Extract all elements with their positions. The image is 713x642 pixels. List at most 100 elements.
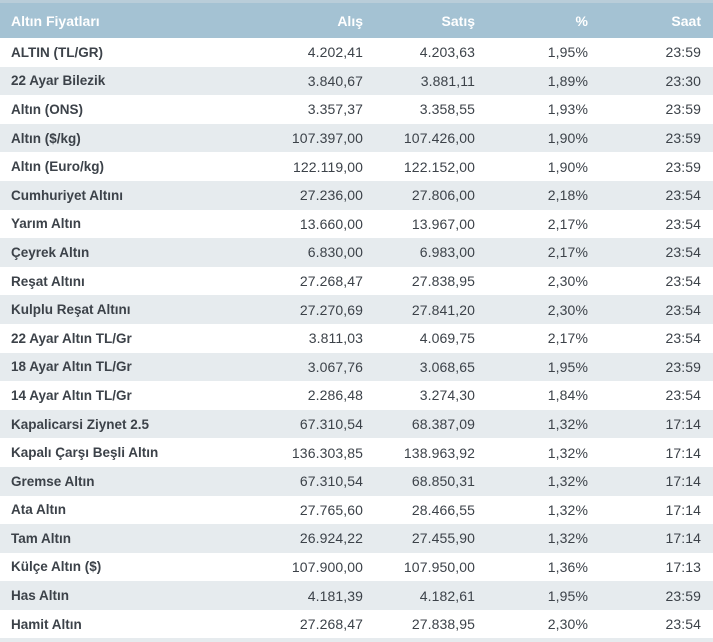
cell-sell-price: 122.152,00 [403, 158, 475, 175]
cell-update-time: 23:59 [665, 44, 701, 61]
table-row: Hamit Altın 27.268,47 27.838,95 2,30% 23… [0, 609, 713, 639]
cell-update-time: 23:59 [665, 587, 701, 604]
cell-percent-change: 1,95% [547, 358, 588, 375]
cell-instrument-name: Ata Altın [11, 502, 66, 518]
cell-sell-price: 4.203,63 [419, 44, 475, 61]
table-row: Kulplu Reşat Altını 27.270,69 27.841,20 … [0, 295, 713, 324]
cell-percent-change: 1,84% [547, 387, 588, 404]
cell-update-time: 17:14 [665, 530, 701, 547]
cell-instrument-name: 18 Ayar Altın TL/Gr [11, 359, 132, 375]
cell-percent-change: 1,32% [547, 501, 588, 518]
cell-percent-change: 1,36% [547, 558, 588, 575]
cell-instrument-name: 14 Ayar Altın TL/Gr [11, 387, 132, 403]
cell-sell-price: 3.881,11 [420, 72, 475, 89]
cell-sell-price: 27.455,90 [411, 530, 475, 547]
cell-buy-price: 122.119,00 [292, 158, 363, 175]
cell-instrument-name: Altın (ONS) [11, 101, 83, 117]
cell-buy-price: 4.181,39 [307, 587, 363, 604]
cell-sell-price: 68.850,31 [411, 473, 475, 490]
cell-buy-price: 4.202,41 [307, 44, 363, 61]
cell-sell-price: 6.983,00 [419, 244, 475, 261]
cell-buy-price: 3.811,03 [308, 330, 363, 347]
table-row: Has Altın 4.181,39 4.182,61 1,95% 23:59 [0, 581, 713, 610]
cell-update-time: 23:54 [665, 616, 701, 633]
cell-percent-change: 1,32% [547, 530, 588, 547]
column-header-sell: Satış [441, 12, 475, 29]
cell-instrument-name: Gremse Altın [11, 473, 95, 489]
cell-buy-price: 27.268,47 [299, 273, 363, 290]
cell-update-time: 23:54 [665, 273, 701, 290]
cell-buy-price: 107.397,00 [291, 130, 363, 147]
cell-buy-price: 3.840,67 [307, 72, 363, 89]
table-row: Yarım Altın 13.660,00 13.967,00 2,17% 23… [0, 209, 713, 239]
column-header-name: Altın Fiyatları [11, 12, 100, 29]
cell-update-time: 23:54 [665, 215, 701, 232]
table-row: Çeyrek Altın 6.830,00 6.983,00 2,17% 23:… [0, 238, 713, 267]
cell-buy-price: 13.660,00 [299, 215, 363, 232]
cell-percent-change: 2,18% [547, 187, 588, 204]
table-header-row: Altın Fiyatları Alış Satış % Saat [0, 0, 713, 38]
partial-row-filler [0, 638, 713, 642]
cell-sell-price: 28.466,55 [411, 501, 475, 518]
cell-instrument-name: Cumhuriyet Altını [11, 187, 124, 203]
cell-percent-change: 1,93% [547, 101, 588, 118]
table-row: Ata Altın 27.765,60 28.466,55 1,32% 17:1… [0, 495, 713, 525]
table-row: Cumhuriyet Altını 27.236,00 27.806,00 2,… [0, 180, 713, 210]
cell-instrument-name: Tam Altın [11, 530, 71, 546]
cell-instrument-name: Altın ($/kg) [11, 130, 81, 146]
cell-sell-price: 27.841,20 [411, 301, 475, 318]
cell-update-time: 23:54 [665, 301, 701, 318]
cell-percent-change: 2,30% [547, 273, 588, 290]
cell-buy-price: 26.924,22 [299, 530, 363, 547]
cell-percent-change: 2,17% [547, 330, 588, 347]
table-row: Altın (Euro/kg) 122.119,00 122.152,00 1,… [0, 152, 713, 181]
table-row: Kapalı Çarşı Beşli Altın 136.303,85 138.… [0, 438, 713, 467]
cell-percent-change: 2,30% [547, 301, 588, 318]
table-row: Külçe Altın ($) 107.900,00 107.950,00 1,… [0, 552, 713, 582]
cell-update-time: 23:59 [665, 101, 701, 118]
table-row: Kapalicarsi Ziynet 2.5 67.310,54 68.387,… [0, 409, 713, 439]
cell-sell-price: 13.967,00 [411, 215, 475, 232]
cell-percent-change: 1,32% [547, 444, 588, 461]
cell-instrument-name: Yarım Altın [11, 216, 82, 232]
cell-instrument-name: ALTIN (TL/GR) [11, 44, 103, 60]
cell-buy-price: 67.310,54 [299, 473, 363, 490]
cell-buy-price: 27.236,00 [299, 187, 363, 204]
cell-sell-price: 27.838,95 [411, 273, 475, 290]
cell-sell-price: 3.358,55 [419, 101, 475, 118]
cell-sell-price: 138.963,92 [403, 444, 475, 461]
table-row: 18 Ayar Altın TL/Gr 3.067,76 3.068,65 1,… [0, 352, 713, 382]
cell-instrument-name: Altın (Euro/kg) [11, 159, 104, 175]
cell-buy-price: 27.765,60 [299, 501, 363, 518]
cell-update-time: 17:14 [665, 473, 701, 490]
cell-sell-price: 107.950,00 [403, 558, 475, 575]
cell-instrument-name: Has Altın [11, 588, 70, 604]
cell-buy-price: 107.900,00 [291, 558, 363, 575]
cell-sell-price: 4.182,61 [419, 587, 475, 604]
cell-sell-price: 27.838,95 [411, 616, 475, 633]
cell-buy-price: 2.286,48 [307, 387, 363, 404]
cell-sell-price: 27.806,00 [411, 187, 475, 204]
cell-percent-change: 2,17% [547, 244, 588, 261]
cell-buy-price: 27.270,69 [299, 301, 363, 318]
cell-update-time: 23:54 [665, 244, 701, 261]
cell-percent-change: 1,89% [547, 72, 588, 89]
table-row: Altın ($/kg) 107.397,00 107.426,00 1,90%… [0, 123, 713, 153]
cell-sell-price: 3.274,30 [419, 387, 475, 404]
cell-buy-price: 67.310,54 [299, 416, 363, 433]
cell-buy-price: 136.303,85 [291, 444, 363, 461]
cell-buy-price: 27.268,47 [299, 616, 363, 633]
cell-sell-price: 107.426,00 [403, 130, 475, 147]
cell-percent-change: 1,95% [547, 44, 588, 61]
cell-instrument-name: Çeyrek Altın [11, 244, 90, 260]
cell-instrument-name: Hamit Altın [11, 616, 82, 632]
cell-sell-price: 68.387,09 [411, 416, 475, 433]
table-body: ALTIN (TL/GR) 4.202,41 4.203,63 1,95% 23… [0, 38, 713, 639]
cell-instrument-name: Kapalı Çarşı Beşli Altın [11, 445, 159, 461]
cell-update-time: 17:14 [665, 501, 701, 518]
table-row: 14 Ayar Altın TL/Gr 2.286,48 3.274,30 1,… [0, 381, 713, 410]
cell-instrument-name: Kapalicarsi Ziynet 2.5 [11, 416, 150, 432]
cell-percent-change: 1,95% [547, 587, 588, 604]
cell-update-time: 23:30 [665, 72, 701, 89]
